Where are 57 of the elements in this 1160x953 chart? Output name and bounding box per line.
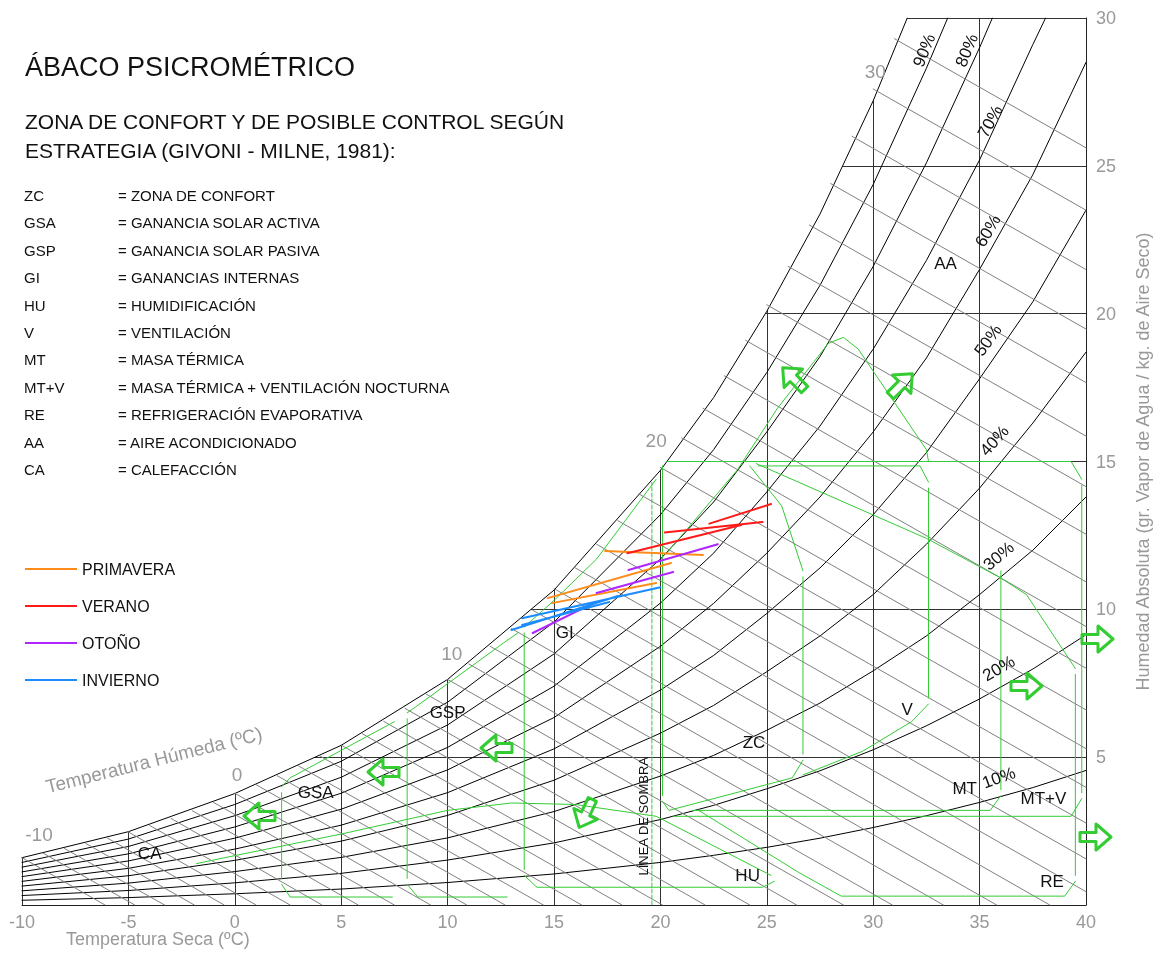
text: RE = REFRIGERACIÓN EVAPORATIVA — [24, 406, 363, 424]
text: GSA = GANANCIA SOLAR ACTIVA — [24, 214, 320, 232]
text: GSP = GANANCIA SOLAR PASIVA — [24, 241, 320, 259]
annotation: 30 — [864, 60, 886, 82]
text: ÁBACO PSICROMÉTRICO — [25, 51, 356, 82]
x-tick-label: 40 — [1075, 912, 1097, 932]
legend-label: INVIERNO — [82, 671, 160, 689]
annotation: AA — [934, 253, 958, 273]
y-tick-label: 30 — [1096, 8, 1117, 28]
y-tick-label: 20 — [1096, 303, 1117, 324]
x-tick-label: -10 — [8, 912, 36, 932]
text: MT+V = MASA TÉRMICA + VENTILACIÓN NOCTURNA — [24, 378, 450, 396]
x-tick-label: 20 — [650, 912, 671, 932]
text: AA = AIRE ACONDICIONADO — [24, 433, 297, 451]
annotation: 0 — [231, 764, 243, 786]
annotation: ZC — [742, 732, 766, 752]
annotation: 80% — [951, 31, 983, 70]
text: GI = GANANCIAS INTERNAS — [24, 269, 300, 287]
annotation: MT — [952, 778, 977, 798]
text: V = VENTILACIÓN — [24, 324, 231, 341]
y-tick-label: 15 — [1096, 451, 1117, 472]
annotation: 90% — [909, 31, 940, 70]
y-tick-label: 10 — [1096, 599, 1117, 620]
annotation: GSA — [297, 783, 335, 803]
legend-label: VERANO — [82, 597, 150, 615]
x-tick-label: 0 — [229, 912, 240, 932]
annotation: -10 — [25, 823, 53, 845]
annotation: 20 — [645, 430, 667, 452]
text: ZC = ZONA DE CONFORT — [24, 187, 275, 204]
text: CA = CALEFACCIÓN — [24, 461, 237, 478]
legend-label: OTOÑO — [82, 632, 141, 652]
annotation: RE — [1040, 871, 1064, 891]
annotation: GI — [555, 623, 574, 643]
y-tick-label: 25 — [1096, 155, 1117, 176]
annotation: MT+V — [1020, 789, 1068, 809]
annotation: LÍNEA DE SOMBRA — [635, 756, 651, 876]
x-tick-label: 30 — [863, 912, 884, 932]
annotation: 10 — [441, 643, 463, 665]
text: ZONA DE CONFORT Y DE POSIBLE CONTROL SEGÚN ESTRATEGIA (GIVONI - MILNE, 1981): — [25, 110, 565, 162]
annotation: 70% — [973, 102, 1007, 141]
annotation: 20% — [979, 651, 1019, 686]
annotation: V — [901, 700, 914, 720]
x-tick-label: 35 — [969, 912, 990, 932]
x-axis-title: Temperatura Seca (ºC) — [66, 929, 250, 949]
annotation: HU — [735, 865, 760, 885]
annotation: 10% — [979, 763, 1018, 793]
x-tick-label: -5 — [120, 912, 137, 932]
y-tick-label: 5 — [1096, 747, 1107, 768]
x-tick-label: 25 — [756, 912, 777, 932]
text: MT = MASA TÉRMICA — [24, 351, 245, 369]
x-tick-label: 15 — [543, 912, 565, 932]
x-tick-label: 5 — [336, 912, 347, 932]
x-tick-label: 10 — [437, 912, 458, 932]
y-axis-title: Humedad Absoluta (gr. Vapor de Agua / kg. de Aire Seco) — [1133, 232, 1153, 691]
legend-label: PRIMAVERA — [82, 560, 176, 578]
annotation: 30% — [979, 537, 1018, 575]
text: HU = HUMIDIFICACIÓN — [24, 296, 256, 314]
